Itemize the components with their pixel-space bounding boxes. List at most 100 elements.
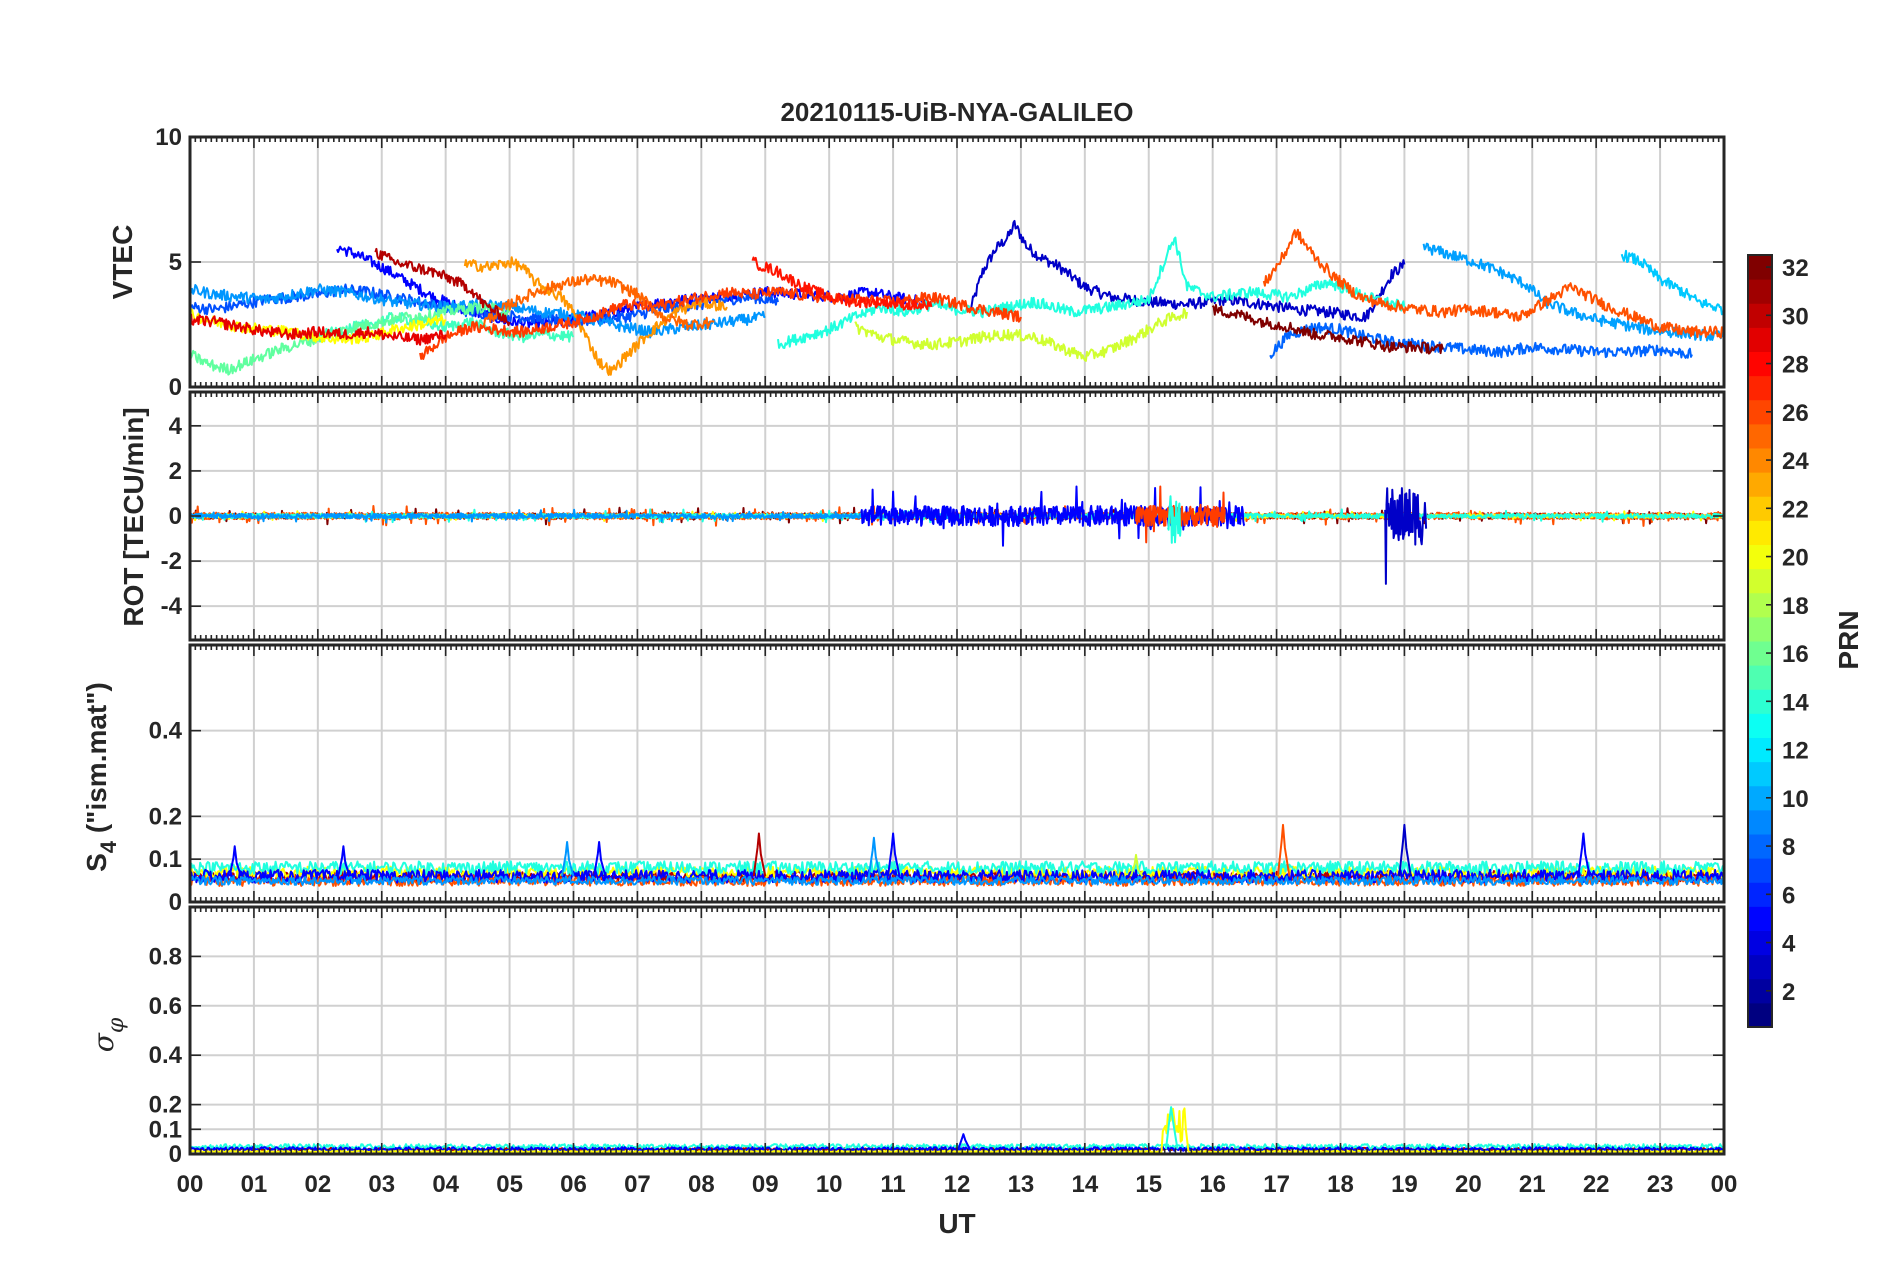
colorbar-tick-label: 16 <box>1782 641 1809 668</box>
colorbar-tick-label: 2 <box>1782 979 1795 1006</box>
y-tick-label: 0 <box>169 503 182 530</box>
vtec-series-prn-16 <box>190 300 511 376</box>
colorbar-cell <box>1748 809 1772 835</box>
panel-rot: -4 -2 0 2 4 <box>161 390 1726 642</box>
x-tick-label: 18 <box>1327 1171 1354 1198</box>
y-tick-label: 0.2 <box>149 1092 182 1119</box>
panel-sigma_phi: 00.10.2 0.4 0.6 0.8 <box>149 905 1726 1168</box>
colorbar-cell <box>1748 858 1772 883</box>
s4-peak <box>228 845 243 877</box>
x-tick-label: 05 <box>496 1171 523 1198</box>
colorbar-tick-label: 24 <box>1782 448 1809 475</box>
x-tick-label: 03 <box>368 1171 395 1198</box>
y-tick-label: 2 <box>169 458 182 485</box>
y-tick-label: 0.4 <box>149 718 183 745</box>
s4-peak <box>1129 853 1144 877</box>
vtec-series-prn-27 <box>419 286 1022 360</box>
y-tick-label: 0.8 <box>149 943 182 970</box>
chart-title: 20210115-UiB-NYA-GALILEO <box>780 97 1133 127</box>
vtec-series-prn-32 <box>1211 303 1444 355</box>
vtec-series-prn-26 <box>1262 228 1724 339</box>
panel-s4: 0 0.1 0.2 0.4 <box>149 643 1726 916</box>
s4-peak <box>887 832 901 877</box>
vtec-series-prn-10 <box>1422 242 1724 342</box>
s4-peak <box>1276 823 1291 877</box>
x-tick-label: 07 <box>624 1171 651 1198</box>
panel-vtec: 0 5 10 <box>155 124 1726 401</box>
x-tick-label: 12 <box>944 1171 971 1198</box>
colorbar-cell <box>1748 472 1772 497</box>
x-tick-label: 21 <box>1519 1171 1546 1198</box>
colorbar-cell <box>1748 375 1772 401</box>
y-tick-label: -2 <box>161 548 182 575</box>
x-tick-label: 06 <box>560 1171 587 1198</box>
x-tick-label: 00 <box>177 1171 204 1198</box>
y-tick-label: 10 <box>155 124 182 151</box>
colorbar-cell <box>1748 761 1772 787</box>
x-tick-label: 09 <box>752 1171 779 1198</box>
colorbar-tick-label: 10 <box>1782 786 1809 813</box>
s4-peak <box>1577 832 1591 877</box>
colorbar-cell <box>1748 279 1772 304</box>
y-tick-label: 0.6 <box>149 993 182 1020</box>
colorbar-tick-label: 18 <box>1782 593 1809 620</box>
vtec-series-prn-11 <box>1620 249 1724 316</box>
vtec-series-prn-14 <box>316 311 575 344</box>
s4-series-prn-9 <box>190 875 1724 886</box>
x-tick-label: 13 <box>1008 1171 1035 1198</box>
x-tick-label: 04 <box>432 1171 459 1198</box>
sigma_phi-peak <box>1165 1106 1179 1150</box>
s4-peak <box>593 841 607 877</box>
vtec-series-prn-30 <box>190 313 447 346</box>
colorbar-tick-label: 8 <box>1782 834 1795 861</box>
x-tick-label: 14 <box>1071 1171 1098 1198</box>
vtec-series-prn-2 <box>969 219 1406 323</box>
y-tick-label: 0.1 <box>149 1116 182 1143</box>
x-tick-label: 00 <box>1711 1171 1738 1198</box>
x-axis: 00 01 02 03 04 05 06 07 08 09 10 11 12 13 14 15 16 17 18 19… <box>177 1171 1738 1198</box>
y-tick-label: 0 <box>169 889 182 916</box>
colorbar-cell <box>1748 327 1772 352</box>
vtec-series-prn-7 <box>1269 322 1693 359</box>
x-axis-label: UT <box>938 1208 975 1239</box>
y-tick-label: 0.2 <box>149 803 182 830</box>
s4-peak <box>561 841 575 877</box>
colorbar-label: PRN <box>1833 610 1864 669</box>
colorbar-frame <box>1747 254 1773 1028</box>
colorbar-tick-label: 28 <box>1782 352 1809 379</box>
sigma-phi-y-label: σφ <box>87 1017 129 1052</box>
x-tick-label: 15 <box>1135 1171 1162 1198</box>
rot-series-prn-3 <box>860 485 1246 547</box>
y-tick-label: 0.4 <box>149 1042 183 1069</box>
x-tick-label: 08 <box>688 1171 715 1198</box>
x-tick-label: 02 <box>304 1171 331 1198</box>
x-tick-label: 17 <box>1263 1171 1290 1198</box>
colorbar-tick-label: 12 <box>1782 738 1809 765</box>
vtec-series-prn-13 <box>777 236 1406 349</box>
vtec-series-prn-31 <box>374 247 511 327</box>
x-tick-label: 01 <box>241 1171 268 1198</box>
rot-series-prn-9 <box>190 508 958 524</box>
colorbar-cell <box>1748 520 1772 545</box>
y-tick-label: 4 <box>169 413 183 440</box>
rot-series-prn-13 <box>1166 495 1182 544</box>
vtec-series-prn-29 <box>751 256 933 311</box>
colorbar-cell <box>1748 616 1772 642</box>
rot-series-prn-2 <box>1384 487 1428 585</box>
y-tick-label: 0 <box>169 374 182 401</box>
s4-peak <box>337 845 351 877</box>
colorbar-cell <box>1748 423 1772 449</box>
x-tick-label: 20 <box>1455 1171 1482 1198</box>
colorbar-cell <box>1748 1002 1772 1028</box>
colorbar-tick-label: 26 <box>1782 400 1809 427</box>
vtec-series-prn-23 <box>463 256 728 376</box>
colorbar-cell <box>1748 713 1772 738</box>
y-tick-label: 5 <box>169 249 182 276</box>
colorbar-tick-label: 4 <box>1782 931 1796 958</box>
x-tick-label: 10 <box>816 1171 843 1198</box>
colorbar-tick-label: 14 <box>1782 689 1809 716</box>
colorbar-cell <box>1748 906 1772 931</box>
